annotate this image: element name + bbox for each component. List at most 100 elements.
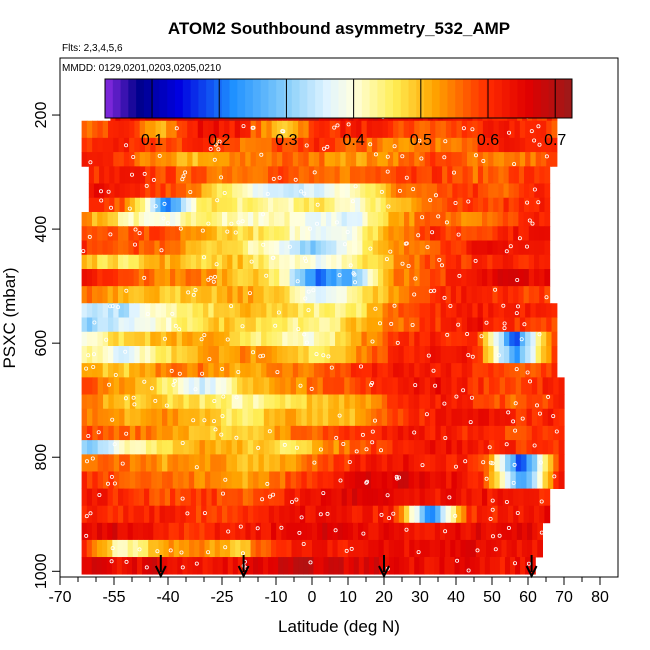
heatmap-cell — [287, 137, 294, 153]
heatmap-cell — [197, 363, 204, 378]
heatmap-cell — [181, 331, 188, 347]
heatmap-cell — [388, 211, 395, 227]
heatmap-cell — [462, 471, 469, 489]
heatmap-cell — [435, 226, 441, 241]
sample-dot — [267, 429, 272, 434]
heatmap-cell — [450, 226, 457, 241]
heatmap-cell — [92, 408, 99, 427]
sample-dot — [379, 512, 384, 517]
sample-dot — [370, 339, 375, 344]
colorbar-swatch — [361, 79, 371, 118]
colorbar-swatch — [556, 79, 565, 118]
heatmap-cell — [493, 363, 500, 378]
heatmap-cell — [540, 152, 547, 167]
sample-dot — [453, 464, 458, 469]
heatmap-cell — [483, 394, 490, 410]
heatmap-cell — [357, 240, 363, 256]
colorbar-swatch — [400, 79, 410, 118]
heatmap-cell — [166, 346, 172, 364]
heatmap-cell — [372, 488, 379, 507]
sample-dot — [162, 201, 167, 206]
heatmap-cell — [365, 183, 371, 199]
heatmap-cell — [542, 425, 549, 441]
heatmap-cell — [135, 408, 142, 427]
heatmap-cell — [382, 137, 389, 153]
heatmap-cell — [471, 286, 478, 304]
heatmap-cell — [196, 286, 202, 304]
heatmap-cell — [399, 522, 405, 541]
sample-dot — [191, 292, 196, 297]
heatmap-cell — [547, 471, 554, 489]
heatmap-cell — [149, 240, 155, 256]
heatmap-cell — [144, 505, 150, 524]
heatmap-cell — [112, 226, 119, 241]
heatmap-cell — [331, 240, 337, 256]
heatmap-cell — [440, 471, 447, 489]
heatmap-cell — [145, 471, 152, 489]
heatmap-cell — [285, 408, 292, 427]
heatmap-cell — [510, 408, 517, 427]
heatmap-cell — [544, 211, 551, 227]
heatmap-cell — [356, 120, 363, 139]
heatmap-cell — [430, 346, 436, 364]
heatmap-cell — [293, 183, 300, 199]
heatmap-cell — [477, 152, 484, 167]
heatmap-cell — [242, 394, 249, 410]
heatmap-cell — [216, 269, 223, 287]
heatmap-cell — [408, 377, 415, 395]
heatmap-cell — [118, 303, 125, 318]
heatmap-cell — [108, 471, 115, 489]
heatmap-cell — [317, 454, 324, 472]
heatmap-cell — [354, 425, 361, 441]
heatmap-cell — [504, 346, 510, 364]
heatmap-cell — [97, 471, 104, 489]
heatmap-cell — [263, 394, 270, 410]
heatmap-cell — [534, 286, 540, 304]
heatmap-cell — [107, 254, 114, 270]
heatmap-cell — [486, 522, 492, 541]
heatmap-cell — [301, 408, 308, 427]
sample-dot — [473, 258, 478, 263]
heatmap-cell — [129, 377, 136, 395]
heatmap-cell — [334, 197, 341, 213]
heatmap-cell — [269, 377, 276, 395]
sample-dot — [358, 364, 363, 369]
heatmap-cell — [396, 183, 402, 199]
heatmap-cell — [435, 240, 441, 256]
heatmap-cell — [210, 440, 217, 455]
heatmap-cell — [313, 331, 320, 347]
sample-dot — [364, 447, 369, 452]
heatmap-cell — [231, 440, 238, 455]
heatmap-cell — [546, 331, 553, 347]
sample-dot — [308, 226, 313, 231]
heatmap-cell — [113, 303, 120, 318]
heatmap-cell — [494, 394, 501, 410]
heatmap-cell — [456, 211, 462, 227]
heatmap-cell — [352, 522, 359, 541]
heatmap-cell — [194, 377, 201, 395]
heatmap-cell — [86, 226, 93, 241]
heatmap-cell — [513, 211, 519, 227]
heatmap-cell — [450, 254, 457, 270]
heatmap-cell — [551, 303, 558, 318]
heatmap-cell — [147, 557, 153, 575]
heatmap-cell — [492, 488, 499, 507]
heatmap-cell — [154, 254, 161, 270]
sample-dot — [351, 271, 356, 276]
sample-dot — [315, 202, 320, 207]
heatmap-cell — [203, 317, 209, 333]
heatmap-cell — [368, 522, 375, 541]
heatmap-cell — [509, 152, 516, 167]
heatmap-cell — [436, 183, 443, 199]
heatmap-cell — [403, 425, 410, 441]
heatmap-cell — [414, 120, 421, 139]
heatmap-cell — [508, 488, 514, 507]
sample-dot — [425, 245, 430, 250]
heatmap-cell — [250, 539, 257, 558]
heatmap-cell — [445, 211, 452, 227]
heatmap-cell — [81, 394, 88, 410]
heatmap-cell — [331, 488, 337, 507]
heatmap-cell — [488, 377, 495, 395]
heatmap-cell — [306, 408, 313, 427]
heatmap-cell — [242, 226, 249, 241]
